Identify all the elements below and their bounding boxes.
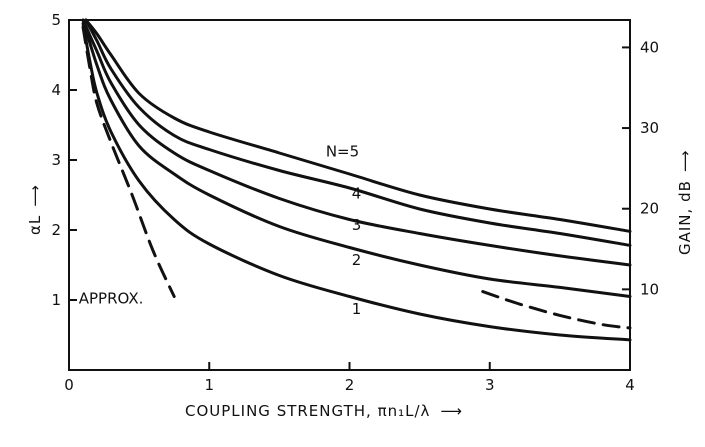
left-y-tick-label: 2 bbox=[51, 221, 61, 239]
x-axis-title: COUPLING STRENGTH, πn₁L/λ ⟶ bbox=[185, 402, 463, 420]
right-y-tick-label: 20 bbox=[640, 200, 659, 218]
x-axis: 0 1 2 3 4 bbox=[64, 362, 635, 394]
x-tick-label: 0 bbox=[64, 376, 74, 394]
series-line-unlabeled-6 bbox=[481, 290, 632, 330]
series-label-approx: APPROX. bbox=[79, 290, 144, 308]
series-label-1: 1 bbox=[352, 300, 362, 318]
x-tick-label: 3 bbox=[485, 376, 495, 394]
right-y-tick-label: 10 bbox=[640, 280, 659, 298]
x-tick-label: 2 bbox=[345, 376, 355, 394]
left-y-axis-title: αL⟶ bbox=[26, 184, 44, 235]
left-y-axis: 1 2 3 4 5 bbox=[51, 11, 77, 309]
curve-labels: N=5 4 3 2 1 APPROX. bbox=[79, 143, 362, 319]
series-line-3 bbox=[81, 18, 632, 267]
plot-frame bbox=[68, 19, 631, 371]
series-label-n-5: N=5 bbox=[326, 143, 359, 161]
series-line-approx bbox=[81, 25, 176, 298]
series-line-n-5 bbox=[84, 18, 632, 233]
left-y-tick-label: 1 bbox=[51, 291, 61, 309]
right-y-tick-label: 40 bbox=[640, 38, 659, 56]
right-y-axis: 10 20 30 40 bbox=[622, 38, 659, 298]
left-y-tick-label: 4 bbox=[51, 81, 61, 99]
series-label-3: 3 bbox=[352, 216, 362, 234]
x-tick-label: 4 bbox=[625, 376, 635, 394]
right-y-tick-label: 30 bbox=[640, 119, 659, 137]
x-tick-label: 1 bbox=[204, 376, 214, 394]
left-y-tick-label: 3 bbox=[51, 151, 61, 169]
series-line-4 bbox=[84, 18, 632, 247]
left-y-tick-label: 5 bbox=[51, 11, 61, 29]
series-label-4: 4 bbox=[352, 185, 362, 203]
series-line-2 bbox=[81, 18, 632, 298]
series-line-1 bbox=[81, 22, 632, 342]
right-y-axis-title: GAIN, dB⟶ bbox=[676, 150, 694, 255]
series-label-2: 2 bbox=[352, 251, 362, 269]
series-group bbox=[81, 18, 632, 342]
